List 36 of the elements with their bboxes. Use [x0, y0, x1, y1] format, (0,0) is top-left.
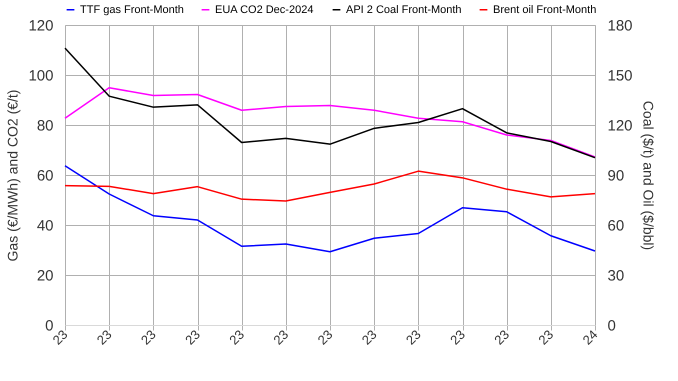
y-tick-label: 120	[28, 18, 54, 34]
x-tick-label: 23	[270, 326, 292, 348]
y2-tick-label: 150	[608, 68, 633, 84]
legend-label: TTF gas Front-Month	[80, 4, 184, 16]
legend-label: Brent oil Front-Month	[493, 4, 596, 16]
y-tick-label: 80	[36, 118, 54, 134]
line-series	[64, 170, 596, 202]
line-series	[64, 47, 596, 158]
y-tick-label: 20	[36, 268, 54, 284]
line-series	[64, 165, 596, 252]
y-axis-title: Gas (€/MWh) and CO2 (€/t)	[4, 90, 20, 262]
x-tick-label: 23	[535, 326, 556, 348]
y2-axis-title: Coal ($/t) and Oil ($/bbl)	[640, 100, 657, 250]
x-tick-label: 23	[491, 326, 512, 348]
x-tick-label: 23	[402, 326, 424, 348]
y2-tick-label: 0	[608, 318, 616, 334]
y2-tick-label: 60	[608, 218, 624, 234]
y-tick-label: 100	[28, 68, 54, 84]
legend-label: EUA CO2 Dec-2024	[215, 4, 314, 16]
line-series	[64, 87, 596, 158]
x-tick-label: 23	[314, 326, 336, 348]
y2-tick-label: 90	[608, 168, 624, 184]
y2-tick-label: 120	[608, 118, 633, 134]
x-tick-label: 23	[226, 326, 248, 348]
x-tick-label: 23	[182, 326, 203, 348]
x-tick-label: 23	[94, 326, 115, 348]
y-tick-label: 0	[45, 318, 54, 334]
y2-tick-label: 180	[608, 18, 633, 34]
x-tick-label: 23	[358, 326, 380, 348]
y-tick-label: 60	[36, 168, 54, 184]
legend-label: API 2 Coal Front-Month	[346, 4, 462, 16]
x-tick-label: 23	[138, 326, 159, 348]
y-tick-label: 40	[36, 218, 54, 234]
x-tick-label: 24	[580, 326, 600, 348]
x-tick-label: 23	[447, 326, 468, 348]
y2-tick-label: 30	[608, 268, 624, 284]
